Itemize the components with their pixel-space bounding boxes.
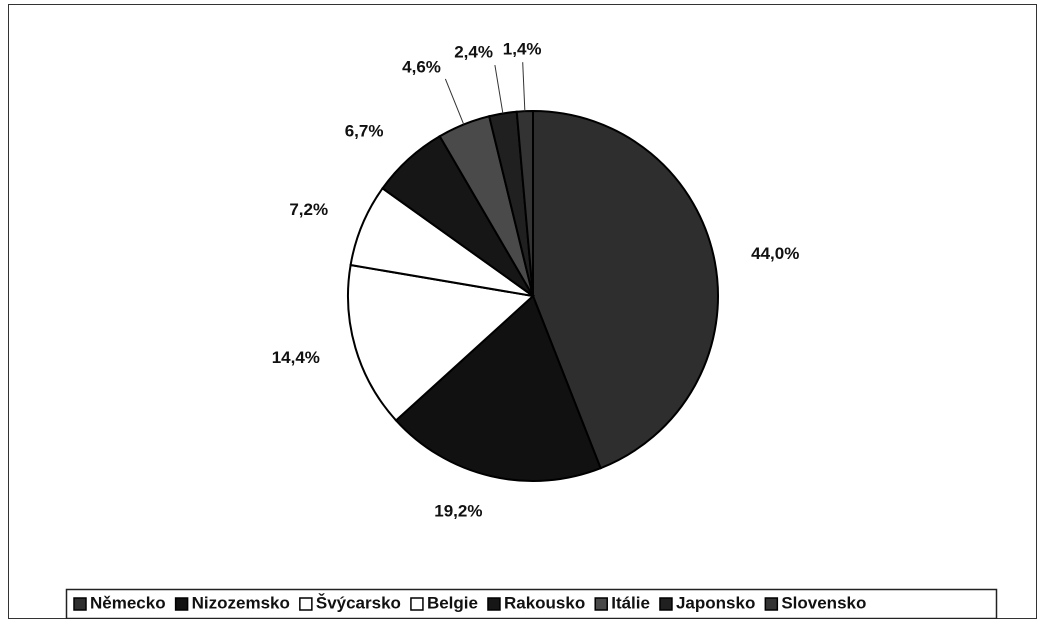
data-label: 4,6% bbox=[402, 57, 441, 76]
legend-label: Švýcarsko bbox=[316, 593, 401, 612]
pie-slice bbox=[394, 294, 602, 482]
data-label: 7,2% bbox=[289, 200, 328, 219]
legend-swatch bbox=[659, 597, 673, 611]
data-label: 14,4% bbox=[272, 348, 320, 367]
legend-swatch bbox=[174, 597, 189, 611]
data-label: 1,4% bbox=[503, 40, 542, 59]
leader-line bbox=[494, 64, 504, 114]
legend-swatch bbox=[594, 597, 608, 611]
legend-label: Itálie bbox=[611, 593, 650, 612]
legend-label: Japonsko bbox=[676, 593, 755, 612]
legend-box bbox=[65, 588, 998, 620]
legend-swatch bbox=[299, 597, 313, 611]
legend-label: Slovensko bbox=[781, 593, 866, 612]
data-label: 19,2% bbox=[434, 502, 482, 521]
legend-label: Německo bbox=[90, 593, 166, 612]
legend-swatch bbox=[487, 597, 501, 611]
data-label: 2,4% bbox=[454, 43, 493, 62]
pie-slice bbox=[347, 263, 536, 422]
pie-slice bbox=[515, 109, 534, 297]
legend-label: Rakousko bbox=[504, 593, 585, 612]
legend-swatch bbox=[764, 597, 779, 611]
leader-line bbox=[522, 62, 526, 112]
legend-swatch bbox=[73, 597, 87, 611]
leader-line bbox=[444, 78, 465, 125]
legend-label: Belgie bbox=[427, 593, 478, 612]
legend-swatch bbox=[410, 597, 424, 611]
data-label: 6,7% bbox=[345, 121, 384, 140]
data-label: 44,0% bbox=[751, 244, 799, 263]
pie-slice bbox=[532, 109, 719, 470]
legend-label: Nizozemsko bbox=[192, 593, 290, 612]
